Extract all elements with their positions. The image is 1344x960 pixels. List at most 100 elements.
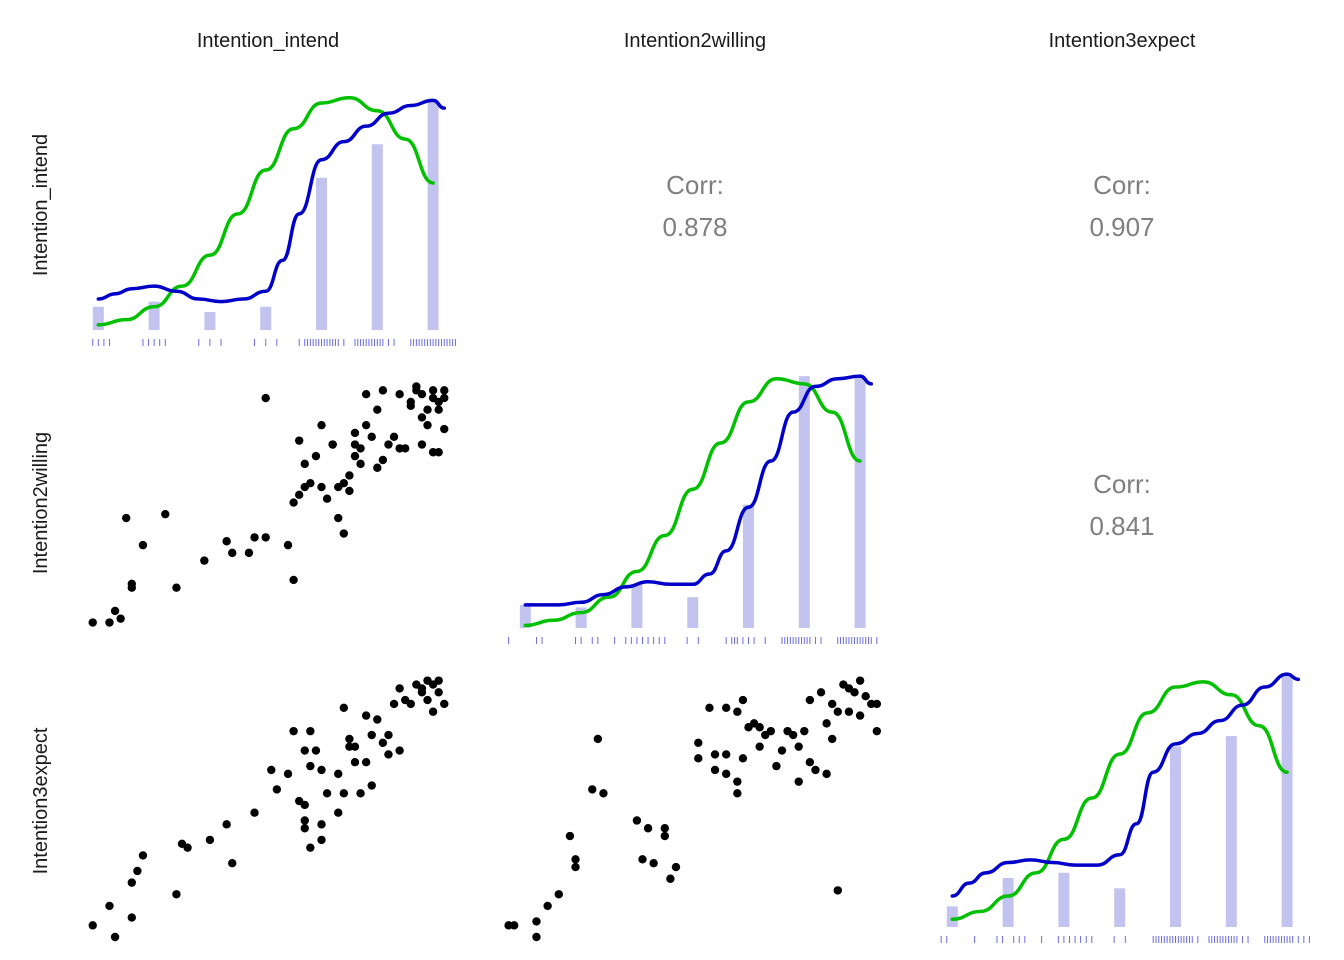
scatter-point — [872, 699, 882, 709]
row-header-2: Intention2willing — [30, 432, 52, 574]
scatter-point — [356, 789, 365, 798]
scatter-point — [733, 789, 742, 798]
scatter-point — [395, 390, 404, 399]
scatter-point — [532, 917, 541, 926]
scatter-point — [417, 440, 427, 449]
scatter-point — [428, 707, 438, 716]
scatter-point — [334, 769, 343, 779]
scatter-point — [833, 886, 842, 895]
histogram-bar — [946, 906, 958, 927]
scatter-point — [105, 901, 114, 911]
scatter-point — [250, 808, 259, 817]
scatter-point — [788, 730, 798, 740]
histogram-bar — [519, 604, 531, 628]
scatter-point — [412, 382, 421, 391]
scatter-point — [588, 785, 597, 794]
scatter-point — [133, 866, 142, 876]
scatter-point — [755, 723, 764, 732]
scatter-point — [328, 440, 337, 449]
scatter-point — [660, 824, 670, 833]
scatter-point — [638, 855, 647, 864]
scatter-point — [294, 490, 304, 500]
scatter-point — [406, 397, 415, 407]
column-header-1: Intention_intend — [197, 30, 339, 52]
scatter-point — [283, 769, 293, 779]
scatter-point — [334, 513, 343, 523]
scatter-point — [571, 862, 580, 872]
scatter-point — [172, 890, 181, 899]
kernel-density-line — [96, 98, 447, 304]
scatter-point — [384, 440, 393, 449]
scatter-point — [373, 715, 382, 724]
corr-value-2-3: 0.841 — [1089, 511, 1154, 541]
scatter-point — [632, 816, 642, 825]
scatter-point — [423, 695, 432, 705]
scatter-point — [339, 529, 349, 538]
corr-value-1-2: 0.878 — [662, 212, 727, 242]
scatter-point — [272, 785, 282, 794]
scatter-point — [322, 494, 332, 503]
scatter-point — [660, 831, 670, 841]
scatter-point — [671, 862, 681, 872]
scatter-point — [855, 676, 865, 685]
scatter-point — [350, 758, 360, 767]
scatter-point — [434, 688, 443, 697]
scatter-point — [440, 386, 449, 395]
histogram-bar — [631, 584, 643, 628]
scatter-point — [766, 726, 776, 736]
histogram-bar — [316, 177, 328, 330]
scatter-point — [423, 405, 432, 414]
scatter-point — [378, 386, 388, 395]
scatter-point — [317, 835, 326, 845]
scatter-point — [322, 789, 332, 798]
scatter-point — [777, 746, 787, 755]
scatter-point — [733, 777, 742, 786]
histogram-bar — [371, 144, 383, 330]
scatter-point — [406, 699, 415, 709]
scatter-point — [350, 451, 360, 461]
scatter-point — [738, 754, 748, 763]
scatter-point — [565, 831, 575, 841]
kernel-density-line — [523, 374, 874, 607]
corr-label-2-3: Corr: — [1093, 469, 1151, 499]
scatter-point — [694, 738, 703, 747]
scatter-point — [350, 742, 360, 751]
scatter-point — [161, 509, 170, 519]
scatter-point — [306, 479, 315, 488]
scatter-point — [345, 734, 354, 744]
histogram-bar — [1281, 674, 1293, 927]
scatter-point — [127, 913, 136, 922]
corr-label-1-3: Corr: — [1093, 170, 1151, 200]
scatter-point — [88, 618, 97, 627]
scatter-point — [828, 699, 837, 709]
scatter-point — [127, 878, 136, 887]
scatter-point — [440, 699, 449, 709]
scatter-point — [649, 859, 658, 868]
scatter-point — [200, 556, 209, 565]
scatter-point — [710, 750, 720, 759]
scatter-point — [509, 921, 519, 930]
scatter-point — [721, 769, 731, 779]
normal-density-line — [950, 680, 1289, 922]
scatter-point — [116, 614, 125, 623]
scatter-point — [861, 691, 870, 701]
scatter-point — [794, 777, 803, 786]
scatter-point — [205, 835, 215, 845]
scatter-point — [339, 703, 349, 713]
histogram-bar — [1225, 736, 1237, 927]
scatter-point — [367, 730, 376, 740]
normal-density-line — [523, 376, 862, 628]
histogram-bar — [798, 376, 810, 628]
histogram-bar — [687, 597, 699, 628]
scatter-point — [294, 436, 304, 445]
scatter-point — [222, 820, 231, 829]
scatter-point — [367, 781, 376, 790]
scatter-point — [250, 533, 259, 542]
scatter-point — [822, 719, 831, 728]
scatter-point — [434, 397, 443, 407]
scatter-point — [339, 479, 349, 488]
scatter-point — [428, 386, 438, 395]
histogram-bar — [1170, 746, 1182, 927]
scatter-point — [833, 707, 842, 716]
scatter-point — [317, 820, 326, 829]
